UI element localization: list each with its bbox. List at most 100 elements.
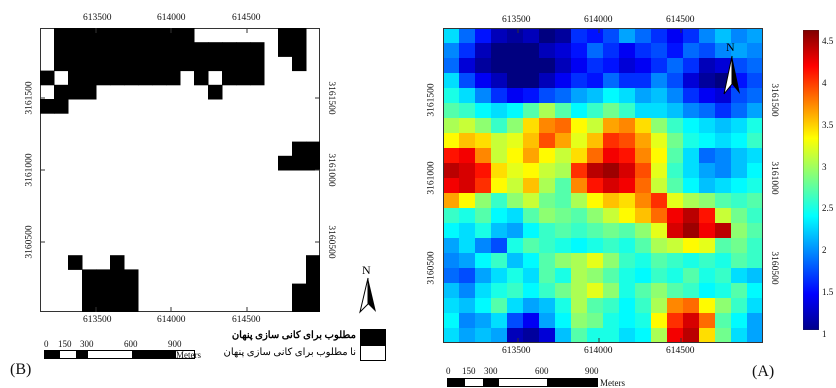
heatmap-cell xyxy=(475,103,492,119)
heatmap-cell xyxy=(747,223,763,239)
heatmap-cell xyxy=(459,178,476,194)
favorable-zones-mask xyxy=(40,28,320,312)
heatmap-cell xyxy=(539,178,556,194)
favorable-cell xyxy=(54,56,69,72)
heatmap-cell xyxy=(619,43,636,59)
favorable-cell xyxy=(166,56,181,72)
heatmap-cell xyxy=(459,268,476,284)
favorable-cell xyxy=(110,56,125,72)
heatmap-cell xyxy=(571,283,588,299)
heatmap-cell xyxy=(443,28,460,44)
favorable-cell xyxy=(180,56,195,72)
heatmap-cell xyxy=(635,223,652,239)
favorable-cell xyxy=(124,269,139,285)
heatmap-cell xyxy=(459,103,476,119)
heatmap-cell xyxy=(635,313,652,329)
heatmap-cell xyxy=(475,178,492,194)
heatmap-cell xyxy=(491,118,508,134)
heatmap-cell xyxy=(635,103,652,119)
heatmap-cell xyxy=(491,208,508,224)
heatmap-cell xyxy=(491,328,508,343)
heatmap-cell xyxy=(475,298,492,314)
colorbar-tick-label: 4.5 xyxy=(822,36,834,46)
heatmap-cell xyxy=(619,58,636,74)
favorable-cell xyxy=(96,283,111,299)
heatmap-cell xyxy=(555,163,572,179)
heatmap-cell xyxy=(459,58,476,74)
scale-label: 900 xyxy=(585,366,599,376)
heatmap-cell xyxy=(507,223,524,239)
heatmap-cell xyxy=(635,268,652,284)
heatmap-cell xyxy=(555,283,572,299)
heatmap-cell xyxy=(619,208,636,224)
heatmap-cell xyxy=(539,163,556,179)
heatmap-cell xyxy=(651,268,668,284)
favorable-cell xyxy=(194,70,209,86)
favorable-cell xyxy=(68,28,83,43)
heatmap-cell xyxy=(747,283,763,299)
favorable-cell xyxy=(166,70,181,86)
heatmap-cell xyxy=(603,163,620,179)
favorable-cell xyxy=(222,56,237,72)
heatmap-cell xyxy=(571,313,588,329)
heatmap-cell xyxy=(619,238,636,254)
heatmap-cell xyxy=(491,283,508,299)
heatmap-cell xyxy=(571,193,588,209)
heatmap-cell xyxy=(619,268,636,284)
scale-label: 900 xyxy=(168,339,182,349)
heatmap-cell xyxy=(523,148,540,164)
heatmap-cell xyxy=(667,148,684,164)
panel-b-right-tick: 3161000 xyxy=(325,153,336,187)
heatmap-cell xyxy=(571,223,588,239)
heatmap-cell xyxy=(635,43,652,59)
heatmap-cell xyxy=(667,283,684,299)
heatmap-cell xyxy=(523,283,540,299)
heatmap-cell xyxy=(475,238,492,254)
heatmap-cell xyxy=(491,313,508,329)
heatmap-cell xyxy=(443,253,460,269)
heatmap-cell xyxy=(491,223,508,239)
heatmap-cell xyxy=(635,283,652,299)
heatmap-cell xyxy=(571,133,588,149)
panel-b-top-tick: 614500 xyxy=(232,13,261,23)
heatmap-cell xyxy=(635,118,652,134)
panel-a-top-tick: 613500 xyxy=(502,15,531,25)
heatmap-cell xyxy=(747,163,763,179)
heatmap-cell xyxy=(747,28,763,44)
colorbar-tick-label: 2.5 xyxy=(822,203,834,214)
heatmap-cell xyxy=(715,148,732,164)
heatmap-cell xyxy=(555,268,572,284)
heatmap-cell xyxy=(555,313,572,329)
heatmap-cell xyxy=(715,163,732,179)
heatmap-cell xyxy=(491,193,508,209)
heatmap-cell xyxy=(667,133,684,149)
heatmap-cell xyxy=(523,73,540,89)
heatmap-cell xyxy=(699,268,716,284)
heatmap-cell xyxy=(459,313,476,329)
panel-b-right-tick: 3161500 xyxy=(325,81,336,115)
legend-swatch-favorable xyxy=(360,329,386,345)
favorable-cell xyxy=(166,28,181,43)
heatmap-cell xyxy=(667,313,684,329)
heatmap-cell xyxy=(651,298,668,314)
heatmap-cell xyxy=(443,298,460,314)
heatmap-cell xyxy=(747,238,763,254)
heatmap-cell xyxy=(651,208,668,224)
heatmap-cell xyxy=(667,58,684,74)
panel-a-scale-bar xyxy=(447,378,598,387)
heatmap-cell xyxy=(619,253,636,269)
favorable-cell xyxy=(82,269,97,285)
heatmap-cell xyxy=(731,148,748,164)
heatmap-cell xyxy=(699,178,716,194)
favorable-cell xyxy=(96,42,111,57)
heatmap-cell xyxy=(571,268,588,284)
heatmap-cell xyxy=(459,208,476,224)
heatmap-cell xyxy=(667,208,684,224)
heatmap-cell xyxy=(683,208,700,224)
heatmap-cell xyxy=(619,193,636,209)
heatmap-cell xyxy=(459,28,476,44)
heatmap-cell xyxy=(475,163,492,179)
heatmap-cell xyxy=(715,28,732,44)
heatmap-cell xyxy=(715,298,732,314)
heatmap-cell xyxy=(555,118,572,134)
